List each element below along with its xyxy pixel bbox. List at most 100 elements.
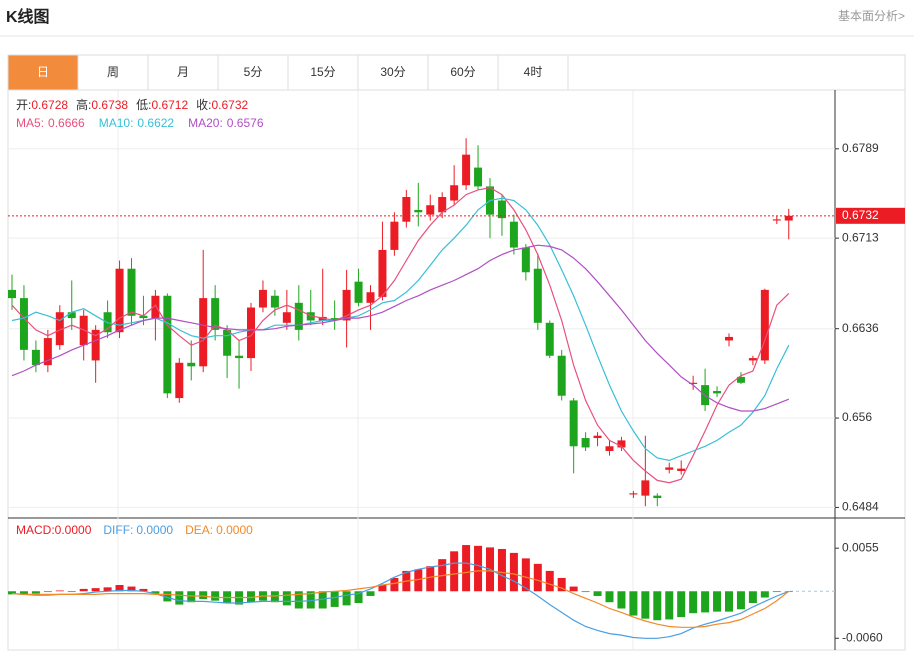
tab-label[interactable]: 5分 — [244, 65, 263, 79]
macd-bar — [163, 591, 172, 602]
candle-body — [450, 185, 459, 201]
candle-body — [557, 355, 566, 396]
tab[interactable] — [217, 54, 289, 91]
macd-bar — [330, 591, 339, 607]
tab-label[interactable]: 4时 — [524, 65, 543, 79]
tab-label[interactable]: 日 — [37, 65, 49, 79]
tab[interactable] — [7, 54, 79, 91]
candle-body — [378, 249, 387, 297]
legend-value: 0.0000 — [55, 523, 92, 537]
macd-bar — [270, 591, 279, 603]
candle-body — [163, 295, 172, 394]
candle-body — [569, 400, 578, 447]
macd-line — [11, 570, 790, 628]
legend-label: MA20: — [188, 116, 223, 130]
candle-body — [509, 221, 518, 248]
candle-body — [653, 495, 662, 499]
tab[interactable] — [497, 54, 569, 91]
macd-line — [11, 562, 790, 639]
candle-body — [342, 289, 351, 321]
y-tick-label: 0.0055 — [842, 540, 879, 554]
candle-body — [31, 349, 40, 366]
candle-body — [223, 329, 232, 356]
tab-label[interactable]: 月 — [177, 65, 189, 79]
macd-bar — [509, 552, 518, 592]
macd-bar — [569, 586, 578, 592]
candle-body — [545, 322, 554, 356]
macd-bar — [462, 545, 471, 592]
macd-bar — [31, 591, 40, 594]
macd-bar — [641, 591, 650, 619]
tab-label[interactable]: 周 — [107, 65, 119, 79]
candle-body — [175, 362, 184, 399]
candle-body — [521, 247, 530, 273]
candle-body — [593, 435, 602, 439]
fundamental-link[interactable]: 基本面分析> — [838, 9, 905, 23]
y-tick-label: 0.656 — [842, 410, 872, 424]
legend-value: 0.6666 — [48, 116, 85, 130]
macd-bar — [521, 558, 530, 592]
candle-body — [760, 289, 769, 361]
macd-bar — [294, 591, 303, 609]
macd-bar — [605, 591, 614, 603]
candle-body — [8, 289, 16, 299]
macd-bar — [19, 591, 28, 595]
candle-body — [282, 312, 291, 323]
macd-bar — [79, 588, 88, 592]
readout-value: 0.6728 — [31, 98, 68, 112]
y-tick-label: 0.6484 — [842, 500, 879, 514]
y-tick-label: -0.0060 — [842, 630, 883, 644]
y-tick-label: 0.6636 — [842, 321, 879, 335]
tab-label[interactable]: 30分 — [380, 65, 405, 79]
candle-body — [402, 197, 411, 222]
readout-value: 0.6738 — [91, 98, 128, 112]
readout-label: 收: — [196, 98, 211, 112]
macd-bar — [677, 591, 686, 618]
tab-label[interactable]: 60分 — [450, 65, 475, 79]
macd-bar — [497, 548, 506, 592]
macd-bar — [760, 591, 769, 598]
readout: MA5: 0.6666 MA10: 0.6622 MA20: 0.6576 — [16, 116, 264, 130]
candle-body — [497, 200, 506, 219]
macd-bar — [211, 591, 220, 601]
candle-body — [294, 302, 303, 330]
macd-bar — [545, 570, 554, 592]
candle-body — [414, 209, 423, 213]
macd-bar — [115, 585, 124, 592]
macd-bar — [91, 588, 100, 592]
candle-body — [390, 221, 399, 250]
macd-bar — [725, 591, 733, 612]
macd-bar — [175, 591, 184, 605]
y-tick-label: 0.6713 — [842, 230, 879, 244]
tab[interactable] — [287, 54, 359, 91]
macd-bar — [701, 591, 710, 613]
readout: 开:0.6728 高:0.6738 低:0.6712 收:0.6732 — [16, 97, 249, 112]
legend-value: 0.0000 — [136, 523, 173, 537]
candle-body — [641, 480, 650, 496]
macd-bar — [772, 591, 781, 593]
candle-body — [677, 468, 686, 471]
macd-bar — [557, 577, 566, 592]
legend-value: 0.6576 — [227, 116, 264, 130]
candle-body — [67, 312, 76, 319]
tab[interactable] — [77, 54, 149, 91]
readout-label: 高: — [76, 97, 91, 112]
tab[interactable] — [147, 54, 219, 91]
candle-body — [689, 382, 698, 384]
legend-value: 0.6622 — [137, 116, 174, 130]
readout-label: 低: — [136, 98, 151, 112]
candle-body — [784, 215, 793, 221]
macd-bar — [736, 591, 745, 610]
candle-body — [354, 281, 363, 303]
macd-bar — [629, 591, 638, 616]
widget-title: K线图 — [6, 7, 50, 26]
macd-bar — [103, 587, 112, 592]
macd-bar — [665, 591, 674, 620]
macd-bar — [247, 591, 255, 603]
tab-label[interactable]: 15分 — [310, 65, 335, 79]
ma-line — [11, 186, 790, 484]
candle-body — [19, 298, 28, 350]
candle-body — [139, 315, 148, 319]
candle-body — [736, 376, 745, 383]
